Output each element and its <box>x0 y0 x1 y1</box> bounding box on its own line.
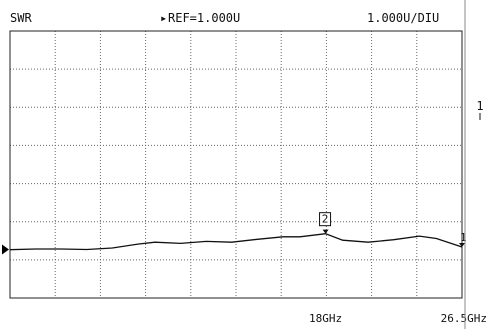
x-tick-labels: 18GHz 26.5GHz <box>309 312 487 325</box>
marker-label: 2 <box>322 213 329 226</box>
plot-frame <box>9 30 463 299</box>
swr-trace-line <box>9 233 463 251</box>
marker-label-box <box>319 212 332 227</box>
trace-markers: 21 <box>319 212 467 248</box>
plot-area: 18GHz 26.5GHz 21 <box>9 30 487 325</box>
marker-triangle-icon <box>322 229 329 234</box>
grid <box>10 31 462 298</box>
marker-triangle-icon <box>459 243 465 248</box>
x-tick-label: 18GHz <box>309 312 342 325</box>
reference-level-label: REF=1.000U <box>168 11 240 25</box>
marker-1: 1 <box>459 231 467 248</box>
reference-arrow-icon: ▸ <box>160 11 167 25</box>
reference-position-arrow-icon <box>2 244 9 255</box>
x-tick-label: 26.5GHz <box>441 312 487 325</box>
marker-label: 1 <box>460 231 467 244</box>
side-marker-1: 1 <box>476 99 484 120</box>
marker-2: 2 <box>319 212 332 234</box>
scale-per-division-label: 1.000U/DIU <box>367 11 439 25</box>
measurement-label: SWR <box>10 11 32 25</box>
side-marker-label: 1 <box>476 99 483 113</box>
